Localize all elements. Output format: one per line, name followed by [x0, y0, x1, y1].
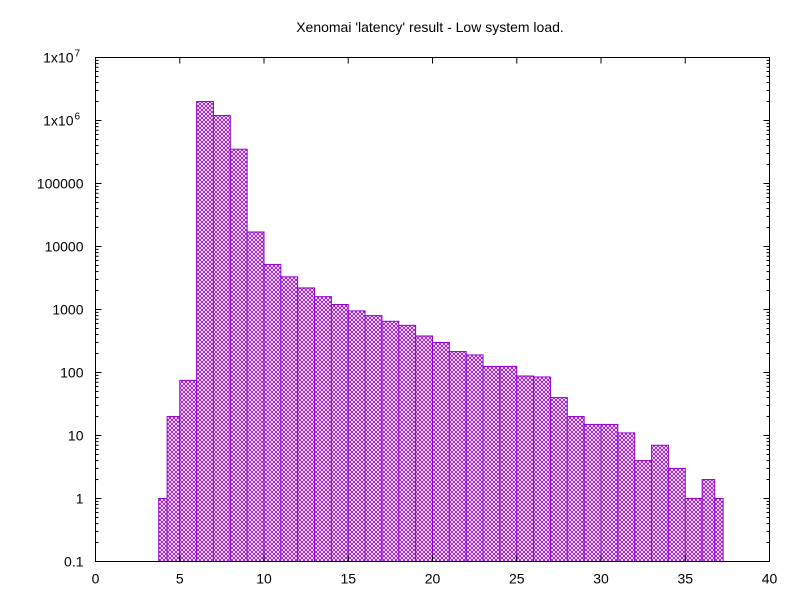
chart-title: Xenomai 'latency' result - Low system lo…: [296, 19, 564, 35]
y-tick-label: 10: [68, 428, 84, 444]
histogram-bar: [465, 354, 484, 563]
y-tick-label: 100: [60, 365, 84, 381]
histogram-bar: [549, 397, 568, 562]
histogram-bar: [364, 315, 383, 562]
histogram-bar: [516, 375, 535, 562]
plot-frame: [95, 57, 770, 562]
histogram-bar: [684, 498, 703, 562]
histogram-bar: [634, 460, 653, 562]
histogram-bar: [701, 479, 716, 562]
y-tick-label: 0.1: [64, 554, 84, 570]
histogram-bar: [600, 423, 619, 562]
histogram-bar: [381, 320, 400, 563]
x-tick-label: 0: [92, 571, 100, 587]
histogram-bar: [246, 231, 265, 562]
histogram-bar: [229, 148, 248, 562]
x-tick-label: 40: [762, 571, 778, 587]
x-tick-label: 35: [677, 571, 693, 587]
y-tick-exponent: 7: [75, 49, 81, 60]
histogram-bar: [667, 467, 686, 563]
y-tick-label: 1x10: [43, 50, 74, 66]
y-tick-label: 1x10: [43, 113, 74, 129]
bars-group: [158, 101, 724, 563]
histogram-bar: [314, 296, 332, 562]
histogram-bar: [280, 276, 299, 562]
x-tick-label: 30: [593, 571, 609, 587]
x-axis-tick-labels: 0 5 10 15 20 25 30 35 40: [92, 571, 778, 587]
histogram-bar: [583, 423, 602, 562]
histogram-bar: [212, 115, 231, 562]
y-tick-label: 1000: [52, 302, 83, 318]
x-tick-label: 15: [340, 571, 356, 587]
histogram-bar: [347, 310, 366, 562]
histogram-bar: [166, 416, 181, 562]
histogram-bar: [714, 498, 724, 562]
y-tick-label: 1: [76, 491, 84, 507]
y-tick-label: 100000: [37, 176, 84, 192]
histogram-bar: [448, 351, 467, 562]
histogram-bar: [432, 341, 450, 563]
x-tick-label: 5: [176, 571, 184, 587]
histogram-bar: [499, 365, 518, 563]
histogram-bar: [158, 498, 168, 562]
x-tick-label: 10: [256, 571, 272, 587]
histogram-bar: [533, 376, 551, 562]
histogram-bar: [617, 432, 636, 563]
histogram-bar: [297, 287, 316, 562]
histogram-bar: [482, 365, 501, 563]
histogram-bar: [330, 304, 349, 562]
y-tick-exponent: 6: [75, 112, 81, 123]
histogram-bar: [179, 379, 198, 563]
y-tick-label: 10000: [45, 239, 84, 255]
x-tick-label: 25: [509, 571, 525, 587]
histogram-bar: [651, 444, 669, 562]
histogram-bar: [196, 101, 214, 563]
x-tick-label: 20: [425, 571, 441, 587]
histogram-bar: [398, 324, 417, 563]
histogram-bar: [415, 335, 433, 562]
histogram-bar: [566, 416, 585, 562]
histogram-bar: [263, 263, 282, 562]
